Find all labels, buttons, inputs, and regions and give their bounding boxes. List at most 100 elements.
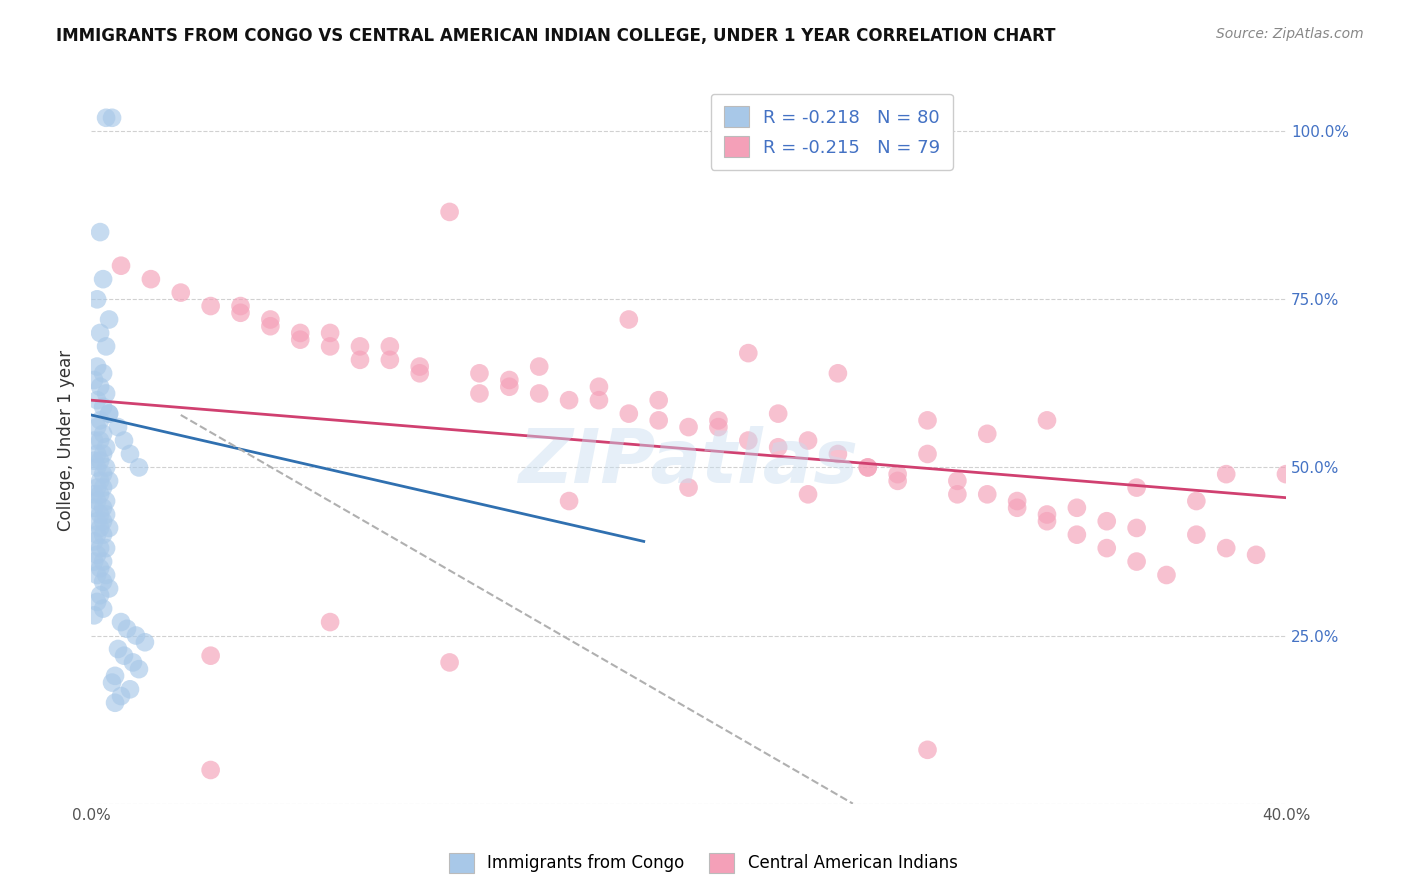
Point [439, 656, 461, 670]
Point [1125, 481, 1147, 495]
Text: Source: ZipAtlas.com: Source: ZipAtlas.com [1216, 27, 1364, 41]
Point [766, 407, 789, 421]
Point [1125, 555, 1147, 569]
Point [128, 460, 150, 475]
Point [86, 494, 108, 508]
Point [976, 426, 998, 441]
Point [89, 541, 111, 555]
Point [89, 588, 111, 602]
Point [886, 474, 908, 488]
Point [128, 662, 150, 676]
Point [498, 373, 520, 387]
Point [91, 366, 114, 380]
Point [319, 339, 342, 353]
Point [112, 434, 135, 448]
Point [91, 555, 114, 569]
Point [290, 326, 312, 340]
Point [1066, 527, 1088, 541]
Point [98, 407, 121, 421]
Point [94, 568, 117, 582]
Point [118, 682, 141, 697]
Point [104, 669, 127, 683]
Point [588, 393, 610, 408]
Point [797, 434, 820, 448]
Point [1005, 494, 1028, 508]
Point [89, 561, 111, 575]
Point [290, 333, 312, 347]
Point [707, 420, 730, 434]
Point [349, 339, 371, 353]
Point [94, 440, 117, 454]
Point [115, 622, 138, 636]
Point [83, 453, 105, 467]
Point [98, 582, 121, 596]
Point [946, 487, 969, 501]
Point [91, 400, 114, 414]
Point [118, 447, 141, 461]
Point [409, 366, 432, 380]
Point [1095, 541, 1118, 555]
Point [139, 272, 162, 286]
Point [349, 352, 371, 367]
Point [319, 326, 342, 340]
Point [107, 420, 129, 434]
Point [1066, 500, 1088, 515]
Point [827, 447, 849, 461]
Point [89, 434, 111, 448]
Point [110, 259, 132, 273]
Point [1185, 494, 1208, 508]
Point [1125, 521, 1147, 535]
Point [86, 460, 108, 475]
Point [1005, 500, 1028, 515]
Point [439, 205, 461, 219]
Point [647, 413, 669, 427]
Point [737, 434, 759, 448]
Point [678, 481, 700, 495]
Point [917, 743, 939, 757]
Point [122, 656, 145, 670]
Point [1156, 568, 1178, 582]
Point [83, 373, 105, 387]
Point [86, 481, 108, 495]
Point [856, 460, 879, 475]
Point [86, 420, 108, 434]
Point [200, 763, 222, 777]
Point [110, 615, 132, 629]
Point [378, 352, 401, 367]
Point [946, 474, 969, 488]
Point [91, 601, 114, 615]
Point [86, 514, 108, 528]
Point [101, 111, 124, 125]
Point [229, 299, 252, 313]
Legend: Immigrants from Congo, Central American Indians: Immigrants from Congo, Central American … [441, 847, 965, 880]
Point [259, 319, 281, 334]
Point [617, 407, 640, 421]
Point [110, 689, 132, 703]
Point [827, 366, 849, 380]
Point [91, 500, 114, 515]
Point [707, 413, 730, 427]
Point [83, 434, 105, 448]
Point [94, 494, 117, 508]
Point [259, 312, 281, 326]
Point [409, 359, 432, 374]
Point [91, 514, 114, 528]
Point [98, 312, 121, 326]
Point [91, 447, 114, 461]
Point [94, 339, 117, 353]
Point [83, 555, 105, 569]
Point [558, 393, 581, 408]
Point [766, 440, 789, 454]
Point [86, 293, 108, 307]
Point [94, 460, 117, 475]
Point [91, 272, 114, 286]
Point [86, 548, 108, 562]
Point [89, 521, 111, 535]
Point [94, 111, 117, 125]
Point [319, 615, 342, 629]
Point [886, 467, 908, 482]
Point [89, 453, 111, 467]
Point [94, 541, 117, 555]
Point [1036, 508, 1059, 522]
Point [101, 675, 124, 690]
